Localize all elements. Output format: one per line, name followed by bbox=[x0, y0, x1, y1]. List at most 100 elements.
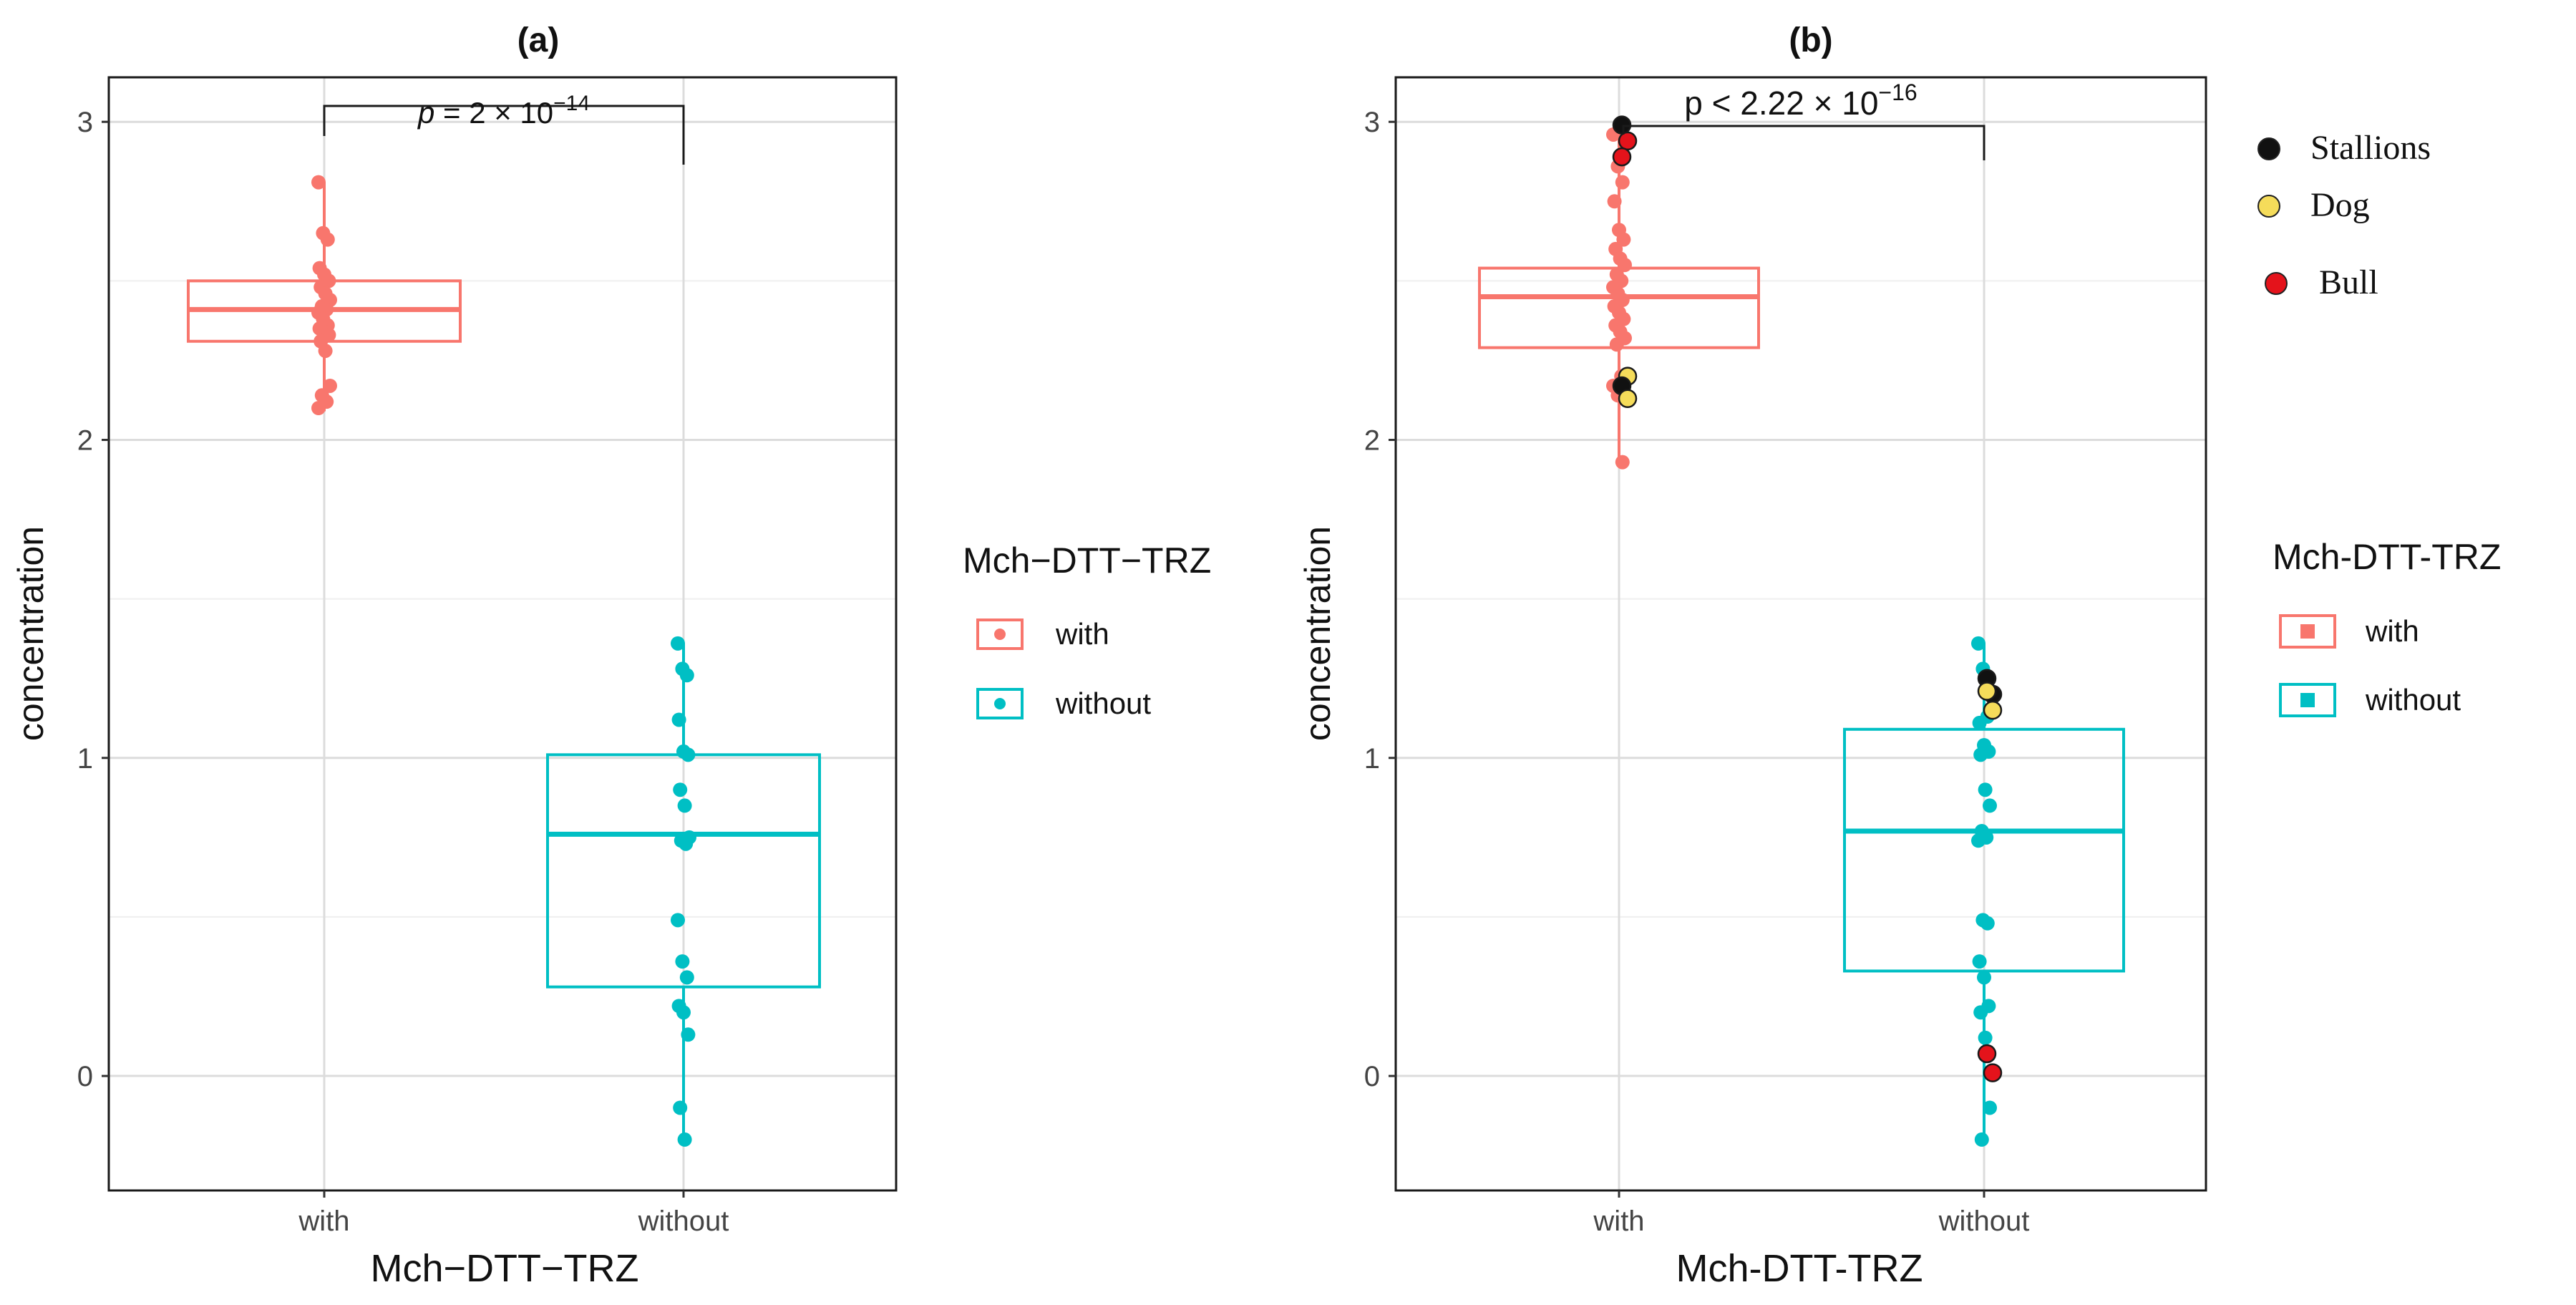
panel-a-point bbox=[681, 747, 696, 762]
panel-b-point bbox=[1977, 970, 1991, 985]
panel-a-legend-label-without: without bbox=[1055, 687, 1151, 720]
panel-b-frame bbox=[1394, 76, 2207, 1192]
panel-b-p-symbol: p bbox=[1684, 84, 1703, 122]
panel-b-point bbox=[1607, 194, 1622, 209]
panel-b-legend-label-with: with bbox=[2365, 614, 2419, 648]
panel-b-species-point-bull bbox=[1983, 1063, 2003, 1082]
panel-b-p-text: < 2.22 × 10 bbox=[1703, 84, 1879, 122]
panel-a-y-tick-label: 1 bbox=[77, 743, 93, 775]
panel-a-y-axis-label: concentration bbox=[11, 526, 51, 741]
panel-a-point bbox=[671, 636, 685, 651]
panel-b-p-value: p < 2.22 × 10−16 bbox=[1684, 79, 1917, 122]
panel-b-point bbox=[1978, 1030, 1993, 1045]
panel-a-point bbox=[679, 970, 694, 985]
panel-a-gridlines bbox=[109, 77, 896, 1190]
panel-b-point bbox=[1974, 1132, 1989, 1147]
panel-a-point bbox=[671, 913, 685, 928]
panel-a-frame bbox=[107, 76, 898, 1192]
panel-a-point bbox=[679, 668, 694, 683]
panel-b-title: (b) bbox=[1789, 21, 1832, 59]
panel-a-y-tick-label: 0 bbox=[77, 1061, 93, 1092]
panel-b-y-tick-label: 3 bbox=[1364, 107, 1380, 138]
panel-b-y-axis-label: concentration bbox=[1298, 526, 1338, 741]
panel-b-species-point-dog bbox=[1618, 389, 1638, 408]
legend-stallions-icon bbox=[2257, 137, 2280, 160]
panel-b-p-exponent: −16 bbox=[1878, 79, 1917, 105]
panel-b-x-tick-label: without bbox=[1938, 1205, 2030, 1237]
legend-bull-icon bbox=[2265, 272, 2288, 295]
panel-a-point bbox=[673, 1100, 688, 1115]
panel-b-point bbox=[1978, 782, 1993, 797]
panel-b-point bbox=[1971, 636, 1986, 651]
panel-a-p-text: = 2 × 10 bbox=[434, 96, 553, 130]
panel-b-point bbox=[1971, 833, 1986, 848]
panel-b-point bbox=[1983, 1100, 1997, 1115]
panel-a-point bbox=[677, 1132, 692, 1147]
panel-b-y-tick-label: 1 bbox=[1364, 743, 1380, 775]
panel-b-point bbox=[1972, 715, 1987, 730]
panel-b-y-tick-label: 2 bbox=[1364, 425, 1380, 456]
panel-a-p-symbol: p bbox=[417, 96, 434, 130]
panel-a-legend-key-with bbox=[976, 618, 1024, 650]
panel-b-legend-key-without bbox=[2279, 683, 2336, 717]
panel-a-legend-label-with: with bbox=[1055, 617, 1109, 651]
panel-a-point bbox=[679, 836, 694, 851]
legend-dog-label: Dog bbox=[2310, 186, 2370, 224]
panel-b-species-point-bull bbox=[1612, 147, 1632, 167]
panel-b-point bbox=[1980, 916, 1995, 931]
panel-b-point bbox=[1972, 954, 1987, 969]
panel-b-point bbox=[1609, 337, 1624, 352]
panel-b-gridlines bbox=[1396, 77, 2206, 1190]
panel-b: (b) 0 1 2 3 with without concentration Mch-D… bbox=[1298, 21, 2501, 1290]
panel-b-point bbox=[1615, 175, 1630, 190]
panel-a-y-tick-label: 3 bbox=[77, 107, 93, 138]
panel-a-point bbox=[318, 344, 333, 359]
panel-a-boxes bbox=[187, 182, 821, 1140]
panel-b-species-legend: Stallions Dog Bull bbox=[2257, 129, 2431, 301]
panel-a-y-tick-label: 2 bbox=[77, 425, 93, 456]
panel-b-x-ticks: with without bbox=[1593, 1190, 2029, 1237]
panel-a-point bbox=[675, 954, 690, 969]
panel-b-point bbox=[1973, 1005, 1988, 1020]
panel-a-title: (a) bbox=[517, 21, 560, 59]
panel-a-x-tick-label: without bbox=[638, 1205, 729, 1237]
panel-a-x-tick-label: with bbox=[298, 1205, 349, 1237]
panel-b-legend-key-with bbox=[2279, 614, 2336, 649]
panel-b-y-ticks: 0 1 2 3 bbox=[1364, 107, 1396, 1092]
panel-a-point bbox=[311, 175, 326, 190]
panel-a-point bbox=[677, 798, 692, 813]
panel-b-point bbox=[1983, 798, 1997, 813]
panel-a-point bbox=[311, 401, 326, 416]
panel-a-point bbox=[323, 378, 337, 393]
panel-a: (a) 0 1 2 3 with without concentration Mch−D… bbox=[11, 21, 1211, 1290]
panel-b-species-points bbox=[1612, 115, 2003, 1082]
panel-b-x-axis-label: Mch-DTT-TRZ bbox=[1676, 1247, 1923, 1290]
legend-bull-label: Bull bbox=[2319, 263, 2378, 301]
legend-dog-icon bbox=[2257, 195, 2280, 218]
panel-a-point bbox=[676, 1005, 691, 1020]
panel-a-x-axis-label: Mch−DTT−TRZ bbox=[370, 1247, 638, 1290]
panel-b-species-point-dog bbox=[1983, 700, 2003, 720]
panel-b-y-tick-label: 0 bbox=[1364, 1061, 1380, 1092]
panel-b-legend-title: Mch-DTT-TRZ bbox=[2273, 537, 2501, 577]
panel-b-species-point-bull bbox=[1618, 131, 1638, 151]
panel-b-point bbox=[1973, 747, 1988, 762]
panel-b-species-point-bull bbox=[1977, 1044, 1997, 1064]
panel-b-species-point-dog bbox=[1977, 681, 1997, 701]
panel-a-x-ticks: with without bbox=[298, 1190, 729, 1237]
panel-b-legend: Mch-DTT-TRZ with without bbox=[2273, 537, 2501, 717]
panel-a-point bbox=[673, 782, 688, 797]
panel-b-legend-label-without: without bbox=[2365, 683, 2461, 717]
panel-a-point bbox=[671, 712, 686, 727]
panel-b-significance-bracket bbox=[1622, 125, 1986, 160]
panel-a-legend-title: Mch−DTT−TRZ bbox=[963, 540, 1211, 581]
panel-b-x-tick-label: with bbox=[1593, 1205, 1644, 1237]
panel-a-legend-key-without bbox=[976, 688, 1024, 719]
panel-a-point bbox=[681, 1027, 696, 1042]
panel-a-significance-bracket bbox=[323, 105, 685, 165]
panel-a-p-exponent: −14 bbox=[553, 92, 590, 115]
panel-a-points bbox=[311, 175, 696, 1147]
panel-b-point bbox=[1618, 258, 1632, 273]
panel-b-boxes bbox=[1478, 134, 2125, 1140]
